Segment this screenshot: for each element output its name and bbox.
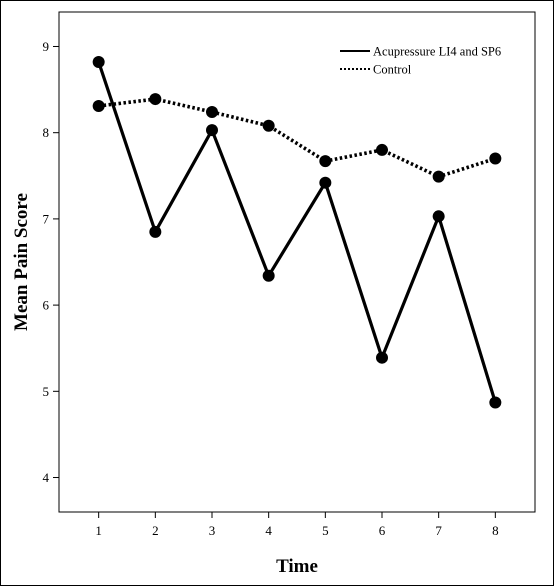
data-point [206, 106, 218, 118]
data-point [489, 152, 502, 165]
x-axis: 1 2 3 4 5 6 7 8 [95, 512, 499, 538]
x-tick-label: 7 [435, 523, 442, 538]
data-point [319, 155, 332, 168]
y-tick-label: 6 [43, 298, 50, 313]
data-point [92, 56, 105, 68]
data-point [206, 124, 218, 137]
data-point [262, 119, 275, 132]
data-point [92, 99, 105, 112]
y-axis-title: Mean Pain Score [11, 193, 32, 331]
data-point [489, 396, 502, 409]
legend-label: Control [373, 63, 412, 77]
series-layer [92, 56, 502, 409]
series-0 [92, 56, 502, 409]
series-1 [92, 93, 502, 183]
data-point [432, 170, 445, 183]
y-tick-label: 9 [43, 39, 50, 54]
plot-area [58, 11, 536, 513]
x-tick-label: 6 [379, 523, 386, 538]
y-tick-label: 5 [43, 384, 50, 399]
x-axis-title: Time [276, 556, 318, 577]
y-tick-label: 7 [43, 211, 50, 226]
y-axis: 4 5 6 7 8 9 [43, 39, 59, 485]
data-point [149, 93, 162, 106]
data-point [432, 210, 445, 223]
legend-label: Acupressure LI4 and SP6 [373, 45, 501, 59]
y-tick-label: 8 [43, 125, 50, 140]
legend: Acupressure LI4 and SP6 Control [340, 45, 501, 77]
x-tick-label: 3 [209, 523, 216, 538]
x-tick-label: 2 [152, 523, 159, 538]
data-point [376, 143, 388, 156]
data-point [376, 351, 388, 364]
x-tick-label: 8 [492, 523, 499, 538]
data-point [149, 225, 162, 238]
x-tick-label: 5 [322, 523, 329, 538]
x-tick-label: 1 [95, 523, 102, 538]
data-point [262, 269, 275, 282]
x-tick-label: 4 [265, 523, 272, 538]
series-line [97, 61, 497, 403]
y-tick-label: 4 [43, 470, 50, 485]
data-point [319, 176, 332, 189]
series-line [98, 97, 496, 179]
